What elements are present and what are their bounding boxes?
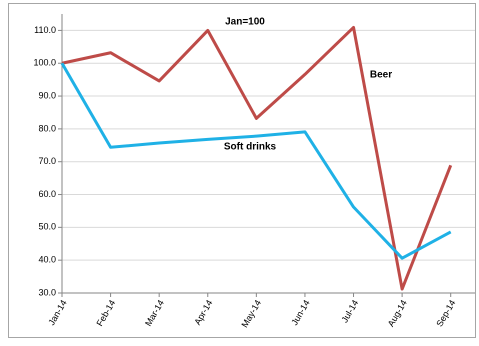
y-tick-label: 50.0 <box>38 222 56 232</box>
y-tick-label: 70.0 <box>38 156 56 166</box>
y-tick-label: 110.0 <box>34 25 56 35</box>
series-line <box>60 62 452 260</box>
chart-border <box>8 3 476 338</box>
series-label: Soft drinks <box>224 142 277 153</box>
series-line <box>61 25 453 291</box>
y-tick-label: 100.0 <box>33 58 56 68</box>
y-tick-label: 30.0 <box>38 287 56 297</box>
y-tick-label: 40.0 <box>38 255 56 265</box>
y-tick-label: 90.0 <box>38 90 56 100</box>
y-tick-label: 80.0 <box>38 123 56 133</box>
chart-title: Jan=100 <box>225 17 265 28</box>
series-label: Beer <box>370 70 392 81</box>
y-tick-label: 60.0 <box>38 189 56 199</box>
